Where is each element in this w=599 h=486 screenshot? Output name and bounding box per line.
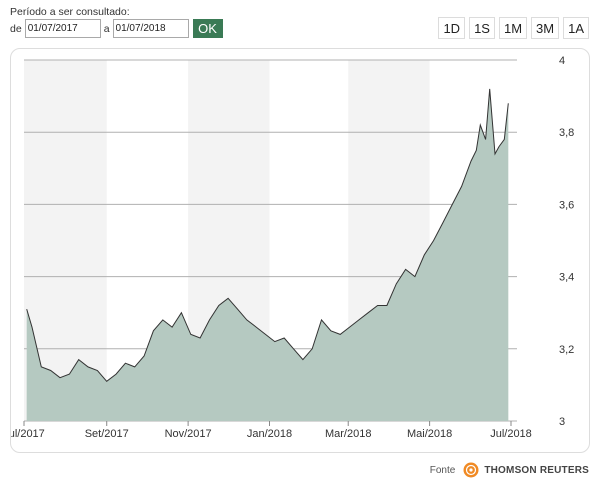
x-tick-label: Mar/2018 bbox=[325, 428, 371, 440]
series-line bbox=[26, 88, 509, 382]
x-tick-label: Mai/2018 bbox=[407, 428, 452, 440]
from-date-input[interactable] bbox=[24, 19, 101, 38]
y-tick-label: 3,8 bbox=[559, 127, 574, 139]
chart-panel: 4 3,8 3,6 3,4 3,2 3 Jul/2017 Set/2017 Nov/2017 Ja… bbox=[10, 48, 590, 453]
exchange-rate-chart: 4 3,8 3,6 3,4 3,2 3 Jul/2017 Set/2017 Nov/2017 Ja… bbox=[11, 55, 574, 440]
x-tick-label: Jan/2018 bbox=[247, 428, 292, 440]
x-tick-label: Jul/2018 bbox=[490, 428, 532, 440]
source-provider: THOMSON REUTERS bbox=[484, 464, 589, 476]
date-range-row: de a OK bbox=[10, 19, 223, 38]
x-tick-label: Nov/2017 bbox=[165, 428, 212, 440]
source-credit: Fonte THOMSON REUTERS bbox=[430, 462, 589, 478]
range-button-1m[interactable]: 1M bbox=[498, 17, 528, 39]
from-label: de bbox=[10, 22, 22, 35]
x-tick-label: Jul/2017 bbox=[11, 428, 45, 440]
x-tick-label: Set/2017 bbox=[85, 428, 129, 440]
range-buttons: 1D 1S 1M 3M 1A bbox=[434, 17, 589, 39]
range-button-1s[interactable]: 1S bbox=[469, 17, 495, 39]
ok-button[interactable]: OK bbox=[192, 19, 223, 38]
source-label: Fonte bbox=[429, 464, 456, 476]
series-area bbox=[26, 88, 509, 422]
range-button-3m[interactable]: 3M bbox=[531, 17, 560, 39]
thomson-reuters-logo-icon bbox=[463, 462, 479, 478]
range-button-1d[interactable]: 1D bbox=[438, 17, 466, 39]
y-tick-label: 3,2 bbox=[559, 344, 574, 356]
period-label: Período a ser consultado: bbox=[10, 6, 130, 18]
range-button-1a[interactable]: 1A bbox=[563, 17, 589, 39]
y-tick-label: 4 bbox=[559, 55, 565, 67]
to-label: a bbox=[103, 22, 110, 35]
y-tick-label: 3,6 bbox=[559, 199, 574, 211]
y-tick-label: 3,4 bbox=[559, 272, 574, 284]
to-date-input[interactable] bbox=[112, 19, 189, 38]
y-tick-label: 3 bbox=[559, 416, 565, 428]
